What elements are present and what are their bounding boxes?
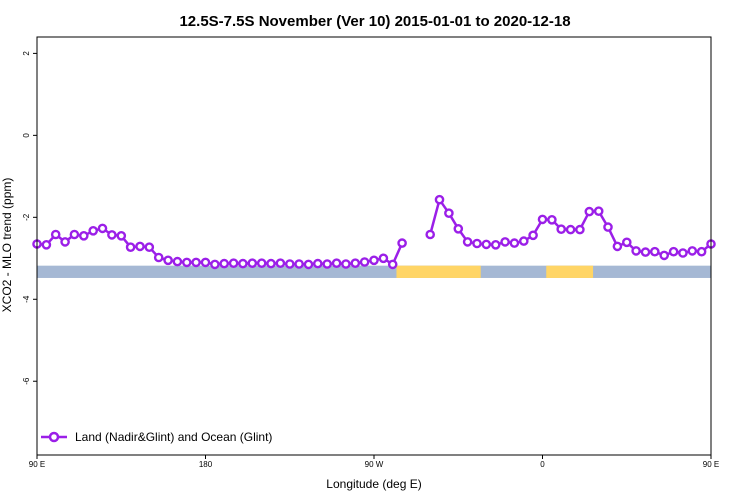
data-point	[69, 229, 80, 240]
data-point	[125, 242, 136, 252]
data-point	[144, 242, 155, 252]
x-tick-label: 90 E	[29, 460, 45, 469]
y-tick-label: -2	[22, 213, 31, 221]
data-point	[556, 224, 567, 234]
series-point-layer	[32, 194, 716, 270]
data-point	[341, 259, 351, 269]
data-point	[219, 258, 229, 269]
data-point	[387, 259, 398, 270]
data-point	[163, 255, 173, 266]
data-point	[434, 194, 445, 205]
y-axis-ticks: 2 0 -2 -4 -6	[22, 51, 37, 385]
data-point	[509, 238, 520, 248]
data-point	[350, 258, 361, 269]
x-tick-label: 180	[199, 460, 213, 469]
data-point	[172, 256, 183, 267]
data-point	[481, 239, 492, 250]
data-point	[650, 246, 660, 257]
data-point	[575, 224, 585, 235]
data-point	[284, 259, 295, 269]
x-tick-label: 0	[540, 460, 545, 469]
surface-type-strip	[37, 265, 711, 278]
data-point	[425, 229, 436, 240]
data-point	[500, 237, 510, 247]
data-point	[462, 237, 473, 247]
legend: Land (Nadir&Glint) and Ocean (Glint)	[41, 430, 272, 444]
data-point	[678, 248, 688, 258]
data-point	[622, 237, 632, 248]
data-point	[640, 247, 651, 257]
data-point	[369, 255, 379, 266]
x-axis-label: Longitude (deg E)	[326, 477, 421, 491]
data-point	[444, 208, 454, 218]
data-point	[378, 253, 389, 264]
ocean-band	[37, 265, 711, 278]
data-point	[322, 259, 333, 269]
data-point	[537, 214, 548, 225]
data-point	[612, 241, 623, 252]
data-point	[490, 239, 501, 250]
data-point	[631, 246, 641, 256]
data-point	[519, 236, 529, 246]
series-line-layer	[36, 198, 712, 266]
data-point	[256, 258, 267, 269]
data-point	[275, 258, 286, 269]
data-point	[472, 238, 482, 249]
x-tick-label: 90 E	[703, 460, 719, 469]
land-segment	[546, 265, 594, 278]
data-point	[565, 224, 576, 235]
data-point	[593, 206, 604, 216]
data-point	[135, 241, 145, 252]
data-point	[359, 257, 370, 267]
data-point	[50, 229, 61, 240]
y-tick-label: -4	[22, 295, 31, 303]
data-point	[116, 230, 127, 241]
data-point	[60, 237, 70, 247]
legend-label: Land (Nadir&Glint) and Ocean (Glint)	[75, 430, 272, 444]
x-axis-ticks: 90 E 180 90 W 0 90 E	[29, 455, 719, 469]
legend-marker-swatch	[48, 431, 60, 443]
data-point	[200, 257, 211, 268]
data-point	[191, 257, 201, 268]
y-tick-label: 0	[22, 133, 31, 138]
data-point	[97, 223, 108, 234]
data-point	[687, 246, 698, 256]
data-point	[659, 250, 670, 261]
data-point	[603, 222, 613, 232]
data-point	[107, 230, 117, 240]
data-point	[238, 258, 248, 269]
data-point	[584, 206, 595, 217]
x-tick-label: 90 W	[365, 460, 384, 469]
data-point	[153, 252, 164, 263]
data-point	[696, 246, 707, 257]
y-axis-label: XCO2 - MLO trend (ppm)	[0, 178, 14, 313]
data-point	[294, 259, 304, 269]
data-point	[41, 239, 52, 250]
land-segment	[396, 265, 481, 278]
data-point	[528, 230, 538, 241]
data-point	[312, 258, 323, 269]
y-tick-label: -6	[22, 377, 31, 385]
data-point	[397, 238, 407, 248]
data-point	[88, 225, 98, 236]
data-point	[547, 214, 557, 225]
chart-title: 12.5S-7.5S November (Ver 10) 2015-01-01 …	[179, 13, 570, 30]
data-point	[303, 259, 314, 270]
data-point	[668, 246, 679, 257]
y-tick-label: 2	[22, 51, 31, 56]
data-point	[331, 258, 342, 269]
data-point	[181, 257, 192, 268]
data-point	[79, 230, 89, 241]
data-point	[453, 223, 464, 234]
data-point	[228, 258, 239, 269]
data-point	[210, 259, 220, 270]
data-point	[266, 258, 276, 269]
data-point	[247, 258, 258, 269]
